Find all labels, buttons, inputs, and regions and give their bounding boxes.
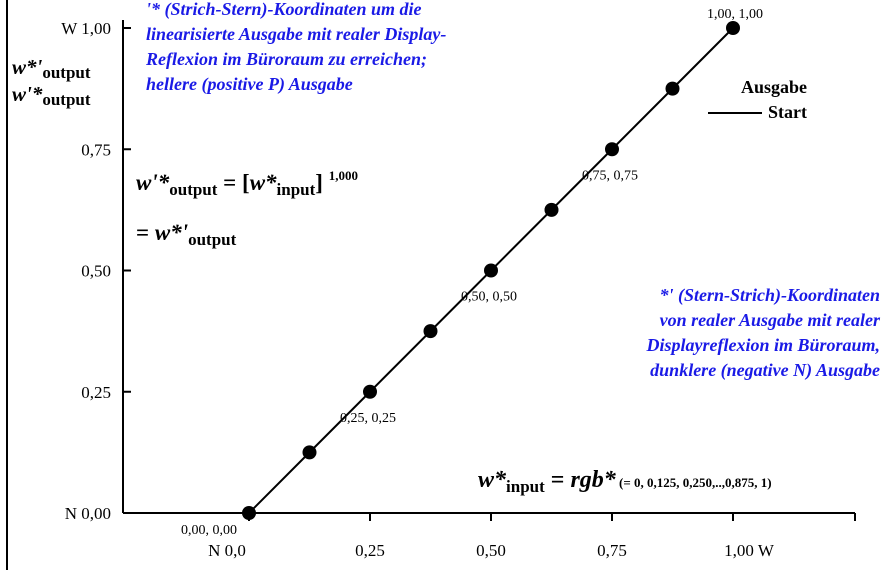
y-tick-label: 0,75 bbox=[81, 140, 111, 159]
frame-left-border bbox=[6, 0, 8, 570]
annotation-right: *' (Stern-Strich)-Koordinaten von realer… bbox=[646, 283, 880, 383]
x-tick-label: 0,75 bbox=[597, 541, 627, 560]
y-axis-label-1: w*'output bbox=[12, 55, 91, 82]
annotation-right-line: dunklere (negative N) Ausgabe bbox=[650, 360, 880, 380]
chart-marks bbox=[242, 21, 740, 520]
annotation-top-line: '* (Strich-Stern)-Koordinaten um die bbox=[146, 0, 422, 19]
data-point-label: 0,00, 0,00 bbox=[181, 523, 237, 538]
eq1-exp: 1,000 bbox=[328, 168, 358, 183]
legend-title: Ausgabe bbox=[740, 77, 807, 97]
x-tick-label: 0,25 bbox=[355, 541, 385, 560]
eq1-lhs: w'* bbox=[136, 170, 170, 195]
equation-main: w'*output = [w*input] 1,000 bbox=[136, 168, 358, 199]
annotation-right-line: *' (Stern-Strich)-Koordinaten bbox=[659, 285, 880, 305]
data-point-label: 0,25, 0,25 bbox=[340, 411, 396, 426]
x-tick-label: 1,00 W bbox=[724, 541, 775, 560]
chart-axes: N 0,0 0,25 0,50 0,75 1,00 W N 0,00 0,25 0,50 0,7… bbox=[61, 19, 856, 560]
eq3-detail: (= 0, 0,125, 0,250,..,0,875, 1) bbox=[615, 475, 772, 490]
y-tick-label: 0,25 bbox=[81, 383, 111, 402]
data-point bbox=[726, 21, 740, 35]
annotation-top-line: hellere (positive P) Ausgabe bbox=[146, 74, 353, 94]
data-point bbox=[363, 384, 377, 399]
chart-labels: 0,00, 0,00 0,25, 0,25 0,50, 0,50 0,75, 0,75… bbox=[181, 7, 763, 538]
annotation-top-line: Reflexion im Büroraum zu erreichen; bbox=[146, 49, 428, 69]
annotation-right-line: Displayreflexion im Büroraum, bbox=[646, 335, 880, 355]
eq1-close: ] bbox=[315, 170, 323, 195]
data-point bbox=[423, 324, 438, 339]
data-point bbox=[484, 263, 498, 278]
data-point bbox=[665, 81, 680, 96]
eq2-sub: output bbox=[188, 230, 237, 249]
eq1-lhs-sub: output bbox=[169, 180, 218, 199]
equation-second: = w*'output bbox=[136, 220, 237, 249]
annotation-top-line: linearisierte Ausgabe mit realer Display… bbox=[146, 24, 447, 44]
data-point-label: 0,50, 0,50 bbox=[461, 290, 517, 305]
legend-item: Start bbox=[708, 102, 840, 123]
x-tick-label: 0,50 bbox=[476, 541, 506, 560]
eq1-eq: = [ bbox=[217, 170, 250, 195]
eq3-rgb: rgb* bbox=[570, 467, 616, 493]
y-axis-label-2-sub: output bbox=[42, 90, 91, 109]
y-tick-label: N 0,00 bbox=[65, 504, 111, 523]
eq3-sub: input bbox=[506, 477, 545, 496]
legend-swatch bbox=[708, 111, 762, 114]
y-axis-label-1-main: w*' bbox=[12, 55, 43, 79]
legend: Ausgabe Start bbox=[708, 77, 840, 123]
y-axis-label-1-sub: output bbox=[42, 63, 91, 82]
eq1-var-sub: input bbox=[276, 180, 316, 199]
annotation-top: '* (Strich-Stern)-Koordinaten um die lin… bbox=[146, 0, 446, 97]
eq2-prefix: = bbox=[136, 220, 155, 245]
data-point bbox=[242, 506, 256, 520]
data-point bbox=[605, 142, 619, 157]
y-axis-label-2: w'*output bbox=[12, 82, 91, 109]
data-point-label: 1,00, 1,00 bbox=[707, 7, 763, 22]
data-point bbox=[544, 202, 559, 217]
eq1-var: w* bbox=[249, 170, 277, 195]
data-point-label: 0,75, 0,75 bbox=[582, 168, 638, 183]
y-axis-label-2-main: w'* bbox=[12, 82, 43, 106]
y-tick-label: W 1,00 bbox=[61, 19, 111, 38]
equation-input: w*input = rgb* (= 0, 0,125, 0,250,..,0,8… bbox=[478, 467, 772, 496]
data-point bbox=[302, 445, 317, 460]
eq3-var: w* bbox=[478, 467, 507, 493]
legend-label: Start bbox=[768, 102, 807, 122]
x-tick-label: N 0,0 bbox=[208, 541, 246, 560]
eq2-var: w*' bbox=[154, 220, 189, 245]
annotation-right-line: von realer Ausgabe mit realer bbox=[659, 310, 880, 330]
eq3-mid: = bbox=[544, 467, 571, 493]
y-tick-label: 0,50 bbox=[81, 262, 111, 281]
